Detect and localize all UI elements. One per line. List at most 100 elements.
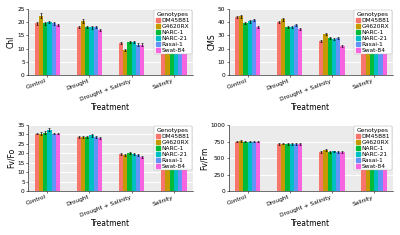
Bar (182, 37, 186, 75)
X-axis label: Treatment: Treatment (91, 219, 130, 228)
Bar (166, 140, 170, 191)
Bar (366, 145, 370, 191)
Bar (161, 38, 166, 75)
Bar (128, 42, 132, 75)
Bar (281, 20, 286, 75)
X-axis label: Treatment: Treatment (291, 219, 330, 228)
Bar (166, 26, 170, 75)
Bar (332, 151, 336, 191)
Bar (123, 50, 128, 75)
Bar (174, 34, 178, 75)
Bar (52, 133, 56, 191)
Bar (374, 145, 378, 191)
Bar (132, 42, 136, 75)
X-axis label: Treatment: Treatment (291, 103, 330, 112)
Bar (248, 21, 252, 75)
Bar (340, 46, 344, 75)
Bar (370, 146, 374, 191)
Bar (235, 17, 239, 75)
Bar (56, 25, 60, 75)
Bar (256, 141, 260, 191)
Bar (123, 155, 128, 191)
Bar (370, 30, 374, 75)
Bar (294, 144, 298, 191)
Bar (56, 133, 60, 191)
Y-axis label: CMS: CMS (207, 34, 216, 50)
Bar (136, 155, 140, 191)
Bar (294, 25, 298, 75)
Bar (324, 150, 328, 191)
Bar (286, 27, 290, 75)
Bar (98, 138, 102, 191)
Bar (324, 34, 328, 75)
Bar (290, 27, 294, 75)
Bar (39, 133, 43, 191)
Bar (136, 45, 140, 75)
Legend: DM45B81, G4620RX, NARC-1, NARC-21, Rasai-1, Swat-84: DM45B81, G4620RX, NARC-1, NARC-21, Rasai… (154, 126, 192, 170)
Bar (182, 140, 186, 191)
Bar (140, 45, 144, 75)
Bar (286, 144, 290, 191)
Bar (90, 135, 94, 191)
Bar (170, 138, 174, 191)
Bar (239, 16, 243, 75)
Legend: DM45B81, G4620RX, NARC-1, NARC-21, Rasai-1, Swat-84: DM45B81, G4620RX, NARC-1, NARC-21, Rasai… (154, 10, 192, 54)
Bar (319, 41, 324, 75)
Bar (77, 27, 81, 75)
Bar (378, 146, 382, 191)
Bar (362, 26, 366, 75)
Bar (328, 38, 332, 75)
Bar (47, 22, 52, 75)
Y-axis label: Fv/Fo: Fv/Fo (7, 148, 16, 168)
Bar (366, 20, 370, 75)
Y-axis label: Chl: Chl (7, 36, 16, 48)
Y-axis label: Fv/Fm: Fv/Fm (200, 146, 209, 170)
Bar (298, 29, 302, 75)
Bar (119, 43, 123, 75)
Bar (382, 146, 387, 191)
Bar (178, 139, 182, 191)
Bar (85, 137, 90, 191)
Bar (252, 20, 256, 75)
Bar (94, 137, 98, 191)
Bar (378, 30, 382, 75)
Bar (52, 24, 56, 75)
Bar (77, 137, 81, 191)
Bar (35, 24, 39, 75)
Bar (81, 21, 85, 75)
Bar (319, 152, 324, 191)
Bar (174, 139, 178, 191)
Bar (39, 16, 43, 75)
Bar (43, 133, 47, 191)
Bar (290, 144, 294, 191)
Bar (328, 152, 332, 191)
Bar (47, 130, 52, 191)
Bar (256, 27, 260, 75)
Bar (281, 144, 286, 191)
Bar (235, 141, 239, 191)
X-axis label: Treatment: Treatment (91, 103, 130, 112)
Bar (374, 31, 378, 75)
Bar (132, 154, 136, 191)
Bar (340, 152, 344, 191)
Bar (90, 27, 94, 75)
Bar (336, 38, 340, 75)
Bar (248, 141, 252, 191)
Bar (239, 141, 243, 191)
Bar (119, 154, 123, 191)
Bar (140, 157, 144, 191)
Bar (128, 153, 132, 191)
Bar (85, 27, 90, 75)
Bar (43, 24, 47, 75)
Bar (382, 33, 387, 75)
Bar (243, 23, 248, 75)
Bar (252, 141, 256, 191)
Legend: DM45B81, G4620RX, NARC-1, NARC-21, Rasai-1, Swat-84: DM45B81, G4620RX, NARC-1, NARC-21, Rasai… (354, 10, 392, 54)
Bar (35, 133, 39, 191)
Bar (170, 35, 174, 75)
Legend: DM45B81, G4620RX, NARC-1, NARC-21, Rasai-1, Swat-84: DM45B81, G4620RX, NARC-1, NARC-21, Rasai… (354, 126, 392, 170)
Bar (336, 152, 340, 191)
Bar (243, 141, 248, 191)
Bar (362, 146, 366, 191)
Bar (298, 144, 302, 191)
